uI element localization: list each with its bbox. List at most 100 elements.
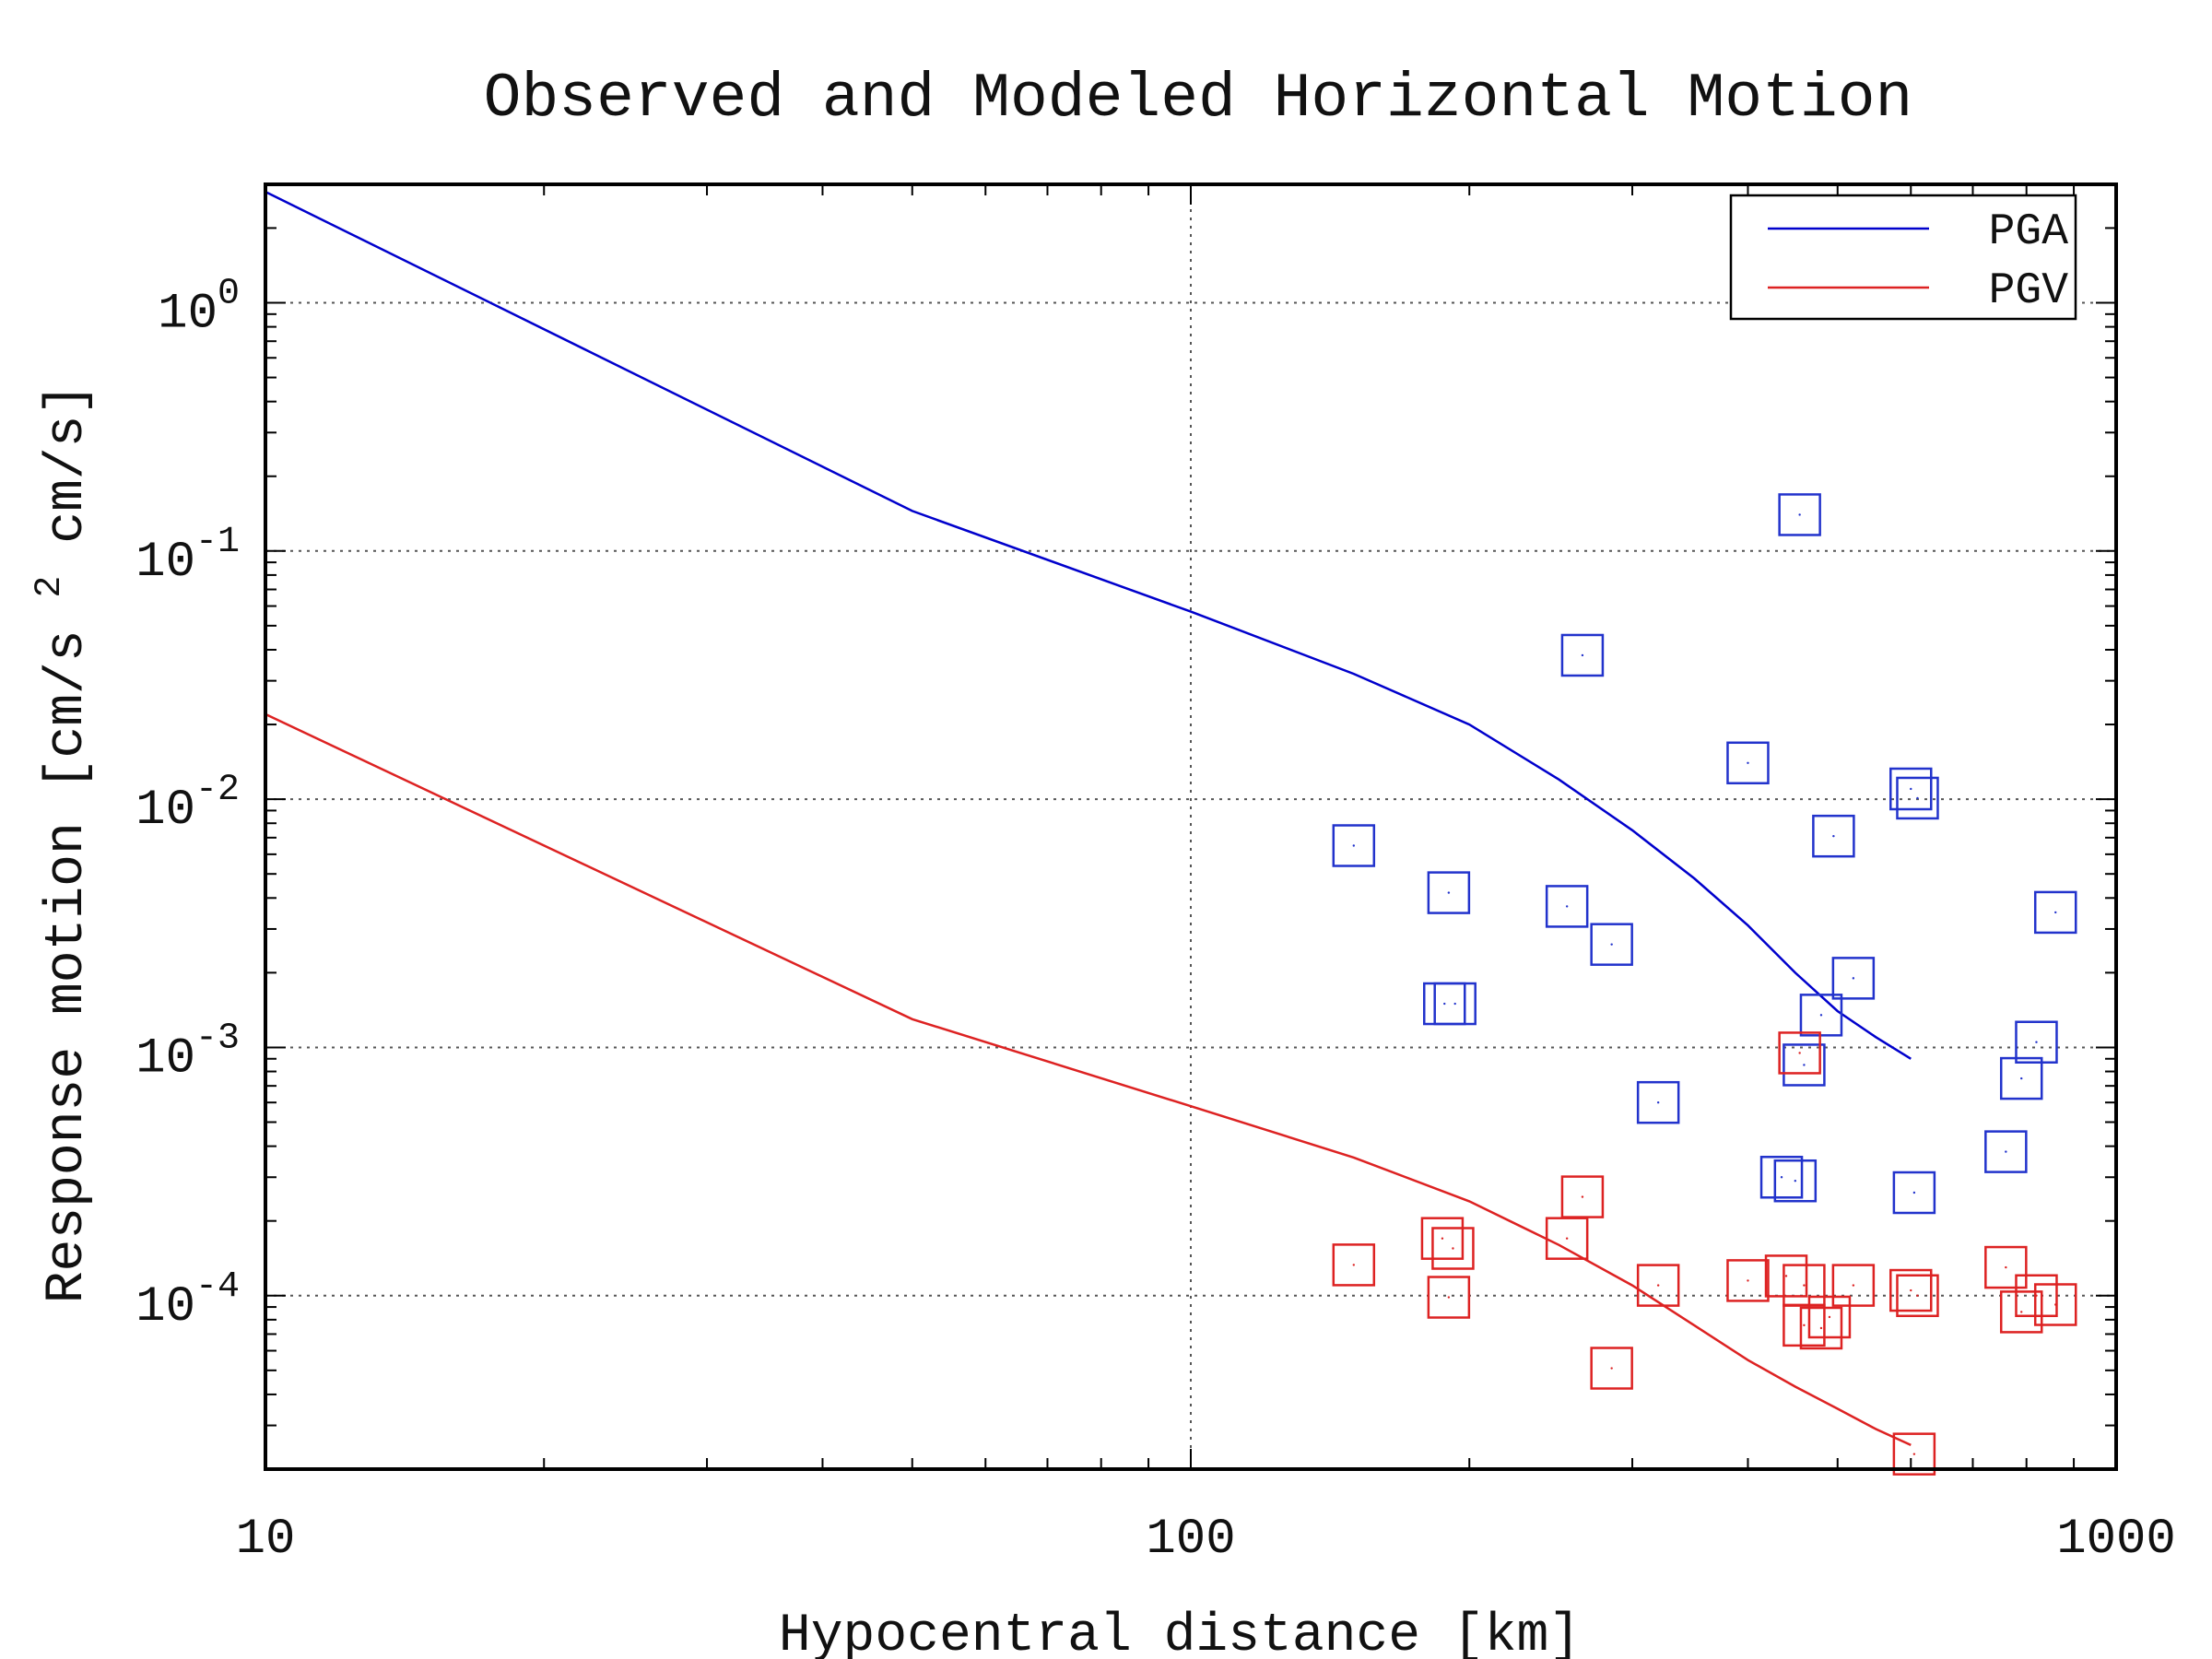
observed-point-pga — [1545, 885, 1589, 928]
observed-center-dot — [1852, 977, 1855, 980]
observed-square-marker — [1984, 1130, 2028, 1173]
observed-center-dot — [1803, 1064, 1806, 1066]
observed-center-dot — [2035, 1041, 2038, 1043]
observed-square-marker — [1999, 1290, 2043, 1334]
observed-center-dot — [1610, 943, 1613, 946]
observed-square-marker — [1831, 957, 1876, 1000]
observed-square-marker — [1427, 1276, 1471, 1319]
observed-point-pga — [1427, 871, 1471, 914]
observed-center-dot — [1916, 796, 1919, 800]
observed-point-pga — [2015, 1020, 2058, 1064]
observed-point-pgv — [1889, 1268, 1933, 1312]
observed-point-pga — [1984, 1130, 2028, 1173]
observed-square-marker — [1433, 982, 1477, 1026]
observed-center-dot — [1610, 1367, 1613, 1370]
observed-point-pga — [1332, 824, 1376, 867]
observed-square-marker — [1778, 493, 1821, 536]
observed-center-dot — [1912, 1453, 1916, 1455]
observed-center-dot — [1910, 1288, 1912, 1292]
observed-center-dot — [1803, 1324, 1806, 1327]
observed-center-dot — [2020, 1077, 2023, 1080]
observed-point-pga — [1831, 957, 1876, 1000]
observed-square-marker — [1807, 1295, 1852, 1339]
observed-square-marker — [1560, 1175, 1605, 1218]
chart-legend: PGA PGV — [1729, 194, 2077, 321]
observed-point-pgv — [1778, 1031, 1821, 1075]
observed-point-pgv — [1590, 1347, 1633, 1390]
observed-point-pga — [1812, 814, 1855, 858]
observed-point-pgv — [1420, 1217, 1465, 1260]
observed-square-marker — [1431, 1227, 1475, 1270]
observed-square-marker — [2015, 1020, 2058, 1064]
observed-square-marker — [1783, 1043, 1826, 1087]
observed-center-dot — [1453, 1002, 1456, 1006]
observed-point-pga — [1726, 741, 1770, 785]
x-tick-label: 10 — [236, 1512, 296, 1568]
observed-center-dot — [1581, 653, 1584, 657]
observed-point-pga — [1636, 1080, 1680, 1124]
observed-point-pgv — [1431, 1227, 1475, 1270]
observed-square-marker — [2033, 1283, 2077, 1326]
observed-point-pgv — [1984, 1245, 2028, 1289]
series-layer — [265, 190, 1912, 1447]
observed-center-dot — [1447, 1296, 1451, 1299]
observed-square-marker — [1783, 1264, 1826, 1307]
observed-square-marker — [1896, 776, 1939, 820]
observed-square-marker — [1892, 1171, 1936, 1215]
observed-center-dot — [2054, 911, 2057, 914]
series-line-pga — [265, 190, 1912, 1060]
observed-center-dot — [1803, 1284, 1806, 1287]
x-tick-label: 1000 — [2056, 1512, 2176, 1568]
grid-layer — [265, 184, 2116, 1469]
legend-box — [1729, 194, 2077, 321]
observed-center-dot — [1352, 844, 1355, 847]
observed-square-marker — [1726, 741, 1770, 785]
observed-center-dot — [1798, 1052, 1801, 1054]
y-tick-labels: 100 10-1 10-2 10-3 10-4 — [135, 273, 240, 1335]
observed-point-pga — [1773, 1159, 1818, 1203]
observed-square-marker — [1889, 1268, 1933, 1312]
observed-center-dot — [1852, 1284, 1855, 1287]
observed-point-pgv — [1831, 1264, 1876, 1307]
series-line-pgv — [265, 712, 1912, 1447]
observed-square-marker — [1896, 1274, 1939, 1318]
observed-point-pgv — [1807, 1295, 1852, 1339]
observed-point-pga — [1799, 994, 1843, 1037]
observed-point-pga — [1783, 1043, 1826, 1087]
observed-point-pgv — [2033, 1283, 2077, 1326]
x-axis-label: Hypocentral distance [km] — [779, 1606, 1581, 1659]
observed-point-pga — [1759, 1156, 1804, 1199]
observed-center-dot — [1656, 1100, 1660, 1104]
observed-square-marker — [1726, 1259, 1770, 1302]
y-axis-label-prefix: Response motion [cm/s — [38, 629, 98, 1303]
observed-center-dot — [1447, 891, 1451, 894]
observed-point-pgv — [1783, 1264, 1826, 1307]
observed-center-dot — [1443, 1002, 1446, 1006]
y-tick-label: 100 — [158, 273, 240, 342]
observed-square-marker — [1420, 1217, 1465, 1260]
observed-center-dot — [1656, 1284, 1660, 1287]
observed-point-pgv — [1560, 1175, 1605, 1218]
observed-point-pga — [1433, 982, 1477, 1026]
observed-square-marker — [1889, 767, 1933, 811]
observed-square-marker — [1590, 923, 1633, 966]
observed-square-marker — [1332, 1243, 1376, 1287]
observed-point-pgv — [1896, 1274, 1939, 1318]
observed-square-marker — [1636, 1080, 1680, 1124]
observed-point-pgv — [1332, 1243, 1376, 1287]
observed-center-dot — [1747, 1279, 1749, 1282]
observed-center-dot — [1747, 761, 1749, 764]
observed-point-pgv — [1764, 1254, 1808, 1298]
observed-square-marker — [1759, 1156, 1804, 1199]
observed-center-dot — [1565, 905, 1569, 908]
x-tick-labels: 10 100 1000 — [236, 1512, 2176, 1568]
observed-center-dot — [1352, 1264, 1355, 1266]
legend-label-pgv: PGV — [1989, 266, 2069, 316]
observed-center-dot — [1916, 1294, 1919, 1297]
observed-center-dot — [1819, 1326, 1823, 1330]
x-tick-label: 100 — [1146, 1512, 1235, 1568]
y-axis-label-exponent: 2 — [29, 576, 71, 598]
markers-layer — [1332, 493, 2077, 1476]
observed-point-pga — [2033, 890, 2077, 935]
